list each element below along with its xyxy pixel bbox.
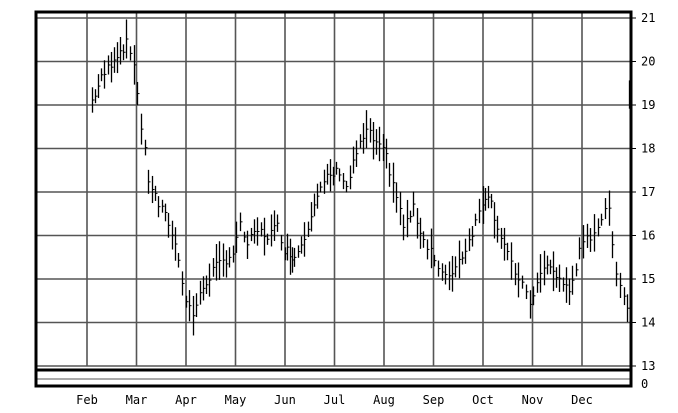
lower-panel bbox=[36, 368, 631, 380]
x-tick-label: May bbox=[225, 393, 247, 407]
y-tick-label: 20 bbox=[641, 55, 655, 69]
y-tick-label: 15 bbox=[641, 272, 655, 286]
y-tick-label: 19 bbox=[641, 98, 655, 112]
x-tick-label: Jul bbox=[324, 393, 346, 407]
x-tick-label: Nov bbox=[522, 393, 544, 407]
y-tick-label: 17 bbox=[641, 185, 655, 199]
x-tick-label: Jun bbox=[274, 393, 296, 407]
x-tick-label: Mar bbox=[126, 393, 148, 407]
x-tick-label: Aug bbox=[373, 393, 395, 407]
x-tick-label: Feb bbox=[76, 393, 98, 407]
y-tick-label: 18 bbox=[641, 142, 655, 156]
x-tick-label: Dec bbox=[571, 393, 593, 407]
y-tick-label: 21 bbox=[641, 11, 655, 25]
x-tick-label: Apr bbox=[175, 393, 197, 407]
price-bars bbox=[91, 19, 632, 336]
y-tick-label: 14 bbox=[641, 316, 655, 330]
y-tick-label-lower: 0 bbox=[641, 377, 648, 391]
y-tick-label: 13 bbox=[641, 359, 655, 373]
y-tick-label: 16 bbox=[641, 229, 655, 243]
x-axis-ticks: Feb Mar Apr May Jun Jul Aug Sep Oct Nov Dec bbox=[76, 393, 593, 407]
x-tick-label: Oct bbox=[472, 393, 494, 407]
x-tick-label: Sep bbox=[423, 393, 445, 407]
y-axis-ticks: 21 20 19 18 17 16 15 14 13 0 bbox=[631, 11, 655, 391]
grid bbox=[36, 12, 631, 367]
plot-frame bbox=[34, 10, 633, 388]
